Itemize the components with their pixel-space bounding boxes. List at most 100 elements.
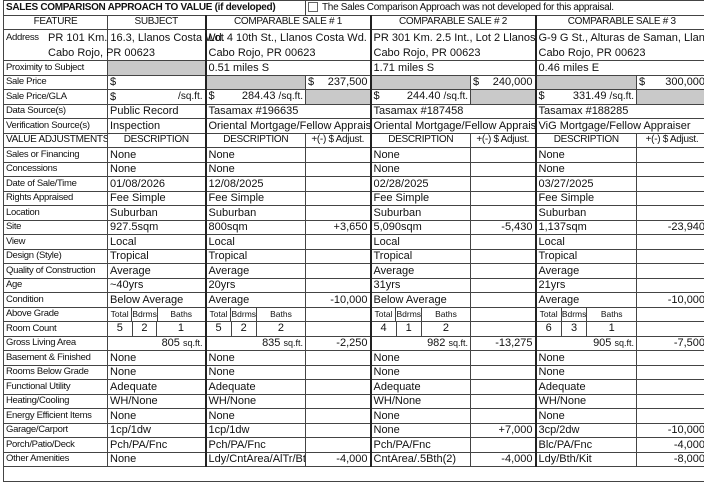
address-line1: Lot 4 10th St., Llanos Costa Wd.: [209, 32, 368, 44]
comparable-description: Adequate: [206, 380, 306, 395]
comparable-adjustment: [471, 293, 536, 308]
room-count-value: 2: [133, 322, 158, 336]
adjustment-header: +(-) $ Adjust.: [306, 133, 371, 148]
comparable-adjustment: +7,000: [471, 423, 536, 438]
comparable-adjustment: -4,000: [471, 452, 536, 467]
comparable-adjustment: [471, 380, 536, 395]
comparable-description: None: [536, 148, 637, 163]
comparable-proximity: 1.71 miles S: [371, 61, 536, 76]
data-source-label: Data Source(s): [4, 104, 108, 119]
room-count-column: Total: [207, 308, 232, 322]
comparable-description: None: [371, 148, 471, 163]
sale-price-blank: [206, 75, 306, 90]
subject-value: None: [108, 148, 206, 163]
subject-value: Average: [108, 264, 206, 279]
room-count-column: Baths: [422, 308, 470, 322]
feature-label: Functional Utility: [4, 380, 108, 395]
comparable-adjustment: [471, 438, 536, 453]
comparable-description: Average: [536, 264, 637, 279]
subject-value: Suburban: [108, 206, 206, 221]
room-count-value: 5: [207, 322, 232, 336]
title-row: SALES COMPARISON APPROACH TO VALUE (if d…: [4, 1, 704, 16]
room-count-value: 2: [232, 322, 257, 336]
gla-value: 905 sq.ft.: [536, 336, 637, 351]
comparable-adjustment: [306, 380, 371, 395]
description-header: DESCRIPTION: [206, 133, 306, 148]
room-count-value: 1: [157, 322, 204, 336]
comparable-adjustment: [637, 380, 704, 395]
room-count-value: 2: [422, 322, 470, 336]
description-header: DESCRIPTION: [371, 133, 471, 148]
comparable-adjustment: [306, 177, 371, 192]
comparable-description: None: [206, 148, 306, 163]
address-line2: Cabo Rojo, PR 00623: [374, 47, 533, 59]
comparable-adjustment: [637, 409, 704, 424]
room-count-column: Total: [108, 308, 132, 322]
comparable-description: 3cp/2dw: [536, 423, 637, 438]
subject-sale-price: $: [108, 75, 206, 90]
description-header: DESCRIPTION: [108, 133, 206, 148]
comparable-adjustment: [471, 162, 536, 177]
not-developed-option[interactable]: The Sales Comparison Approach was not de…: [306, 1, 704, 16]
comparable-adjustment: [471, 351, 536, 366]
comparable-adjustment: [471, 409, 536, 424]
comparable-description: Fee Simple: [206, 191, 306, 206]
comparable-header: COMPARABLE SALE # 1: [206, 15, 371, 30]
comparable-adjustment: [306, 365, 371, 380]
comparable-verification-source: ViG Mortgage/Fellow Appraiser: [536, 119, 704, 134]
comparable-adjustment: [637, 206, 704, 221]
comparable-description: Pch/PA/Fnc: [206, 438, 306, 453]
comparable-description: None: [206, 409, 306, 424]
value-adjustments-label: VALUE ADJUSTMENTS: [4, 133, 108, 148]
comparable-description: CntArea/.5Bth(2): [371, 452, 471, 467]
subject-value: None: [108, 365, 206, 380]
feature-label: Other Amenities: [4, 452, 108, 467]
subject-value: Fee Simple: [108, 191, 206, 206]
comparable-description: None: [371, 365, 471, 380]
comparable-description: 02/28/2025: [371, 177, 471, 192]
subject-value: Below Average: [108, 293, 206, 308]
subject-address-line1: PR 101 Km. 16.3, Llanos Costa Wd.: [48, 32, 225, 44]
comparable-adjustment: [471, 191, 536, 206]
comparable-description: Pch/PA/Fnc: [371, 438, 471, 453]
subject-value: None: [108, 351, 206, 366]
comparable-description: Local: [536, 235, 637, 250]
adjustment-blank: [471, 307, 536, 322]
comparable-adjustment: [306, 148, 371, 163]
price-gla-label: Sale Price/GLA: [4, 90, 108, 105]
feature-label: Heating/Cooling: [4, 394, 108, 409]
comparable-header: COMPARABLE SALE # 3: [536, 15, 704, 30]
blank-row: [4, 467, 704, 482]
comparable-adjustment: [306, 423, 371, 438]
comparable-description: Tropical: [206, 249, 306, 264]
not-developed-checkbox[interactable]: [308, 2, 318, 12]
price-gla-blank: [471, 90, 536, 105]
feature-label: Design (Style): [4, 249, 108, 264]
comparable-description: None: [536, 365, 637, 380]
comparable-price-gla: $244.40 /sq.ft.: [371, 90, 471, 105]
comparable-adjustment: -8,000: [637, 452, 704, 467]
comparable-data-source: Tasamax #196635: [206, 104, 371, 119]
comparable-description: Below Average: [371, 293, 471, 308]
comparable-description: Average: [206, 293, 306, 308]
room-count-column: Total: [537, 308, 562, 322]
comparable-description: None: [206, 351, 306, 366]
room-count-column: Baths: [158, 308, 205, 322]
comparable-description: Adequate: [371, 380, 471, 395]
comparable-description: None: [536, 409, 637, 424]
comparable-adjustment: [471, 278, 536, 293]
gla-value: 805 sq.ft.: [108, 336, 206, 351]
